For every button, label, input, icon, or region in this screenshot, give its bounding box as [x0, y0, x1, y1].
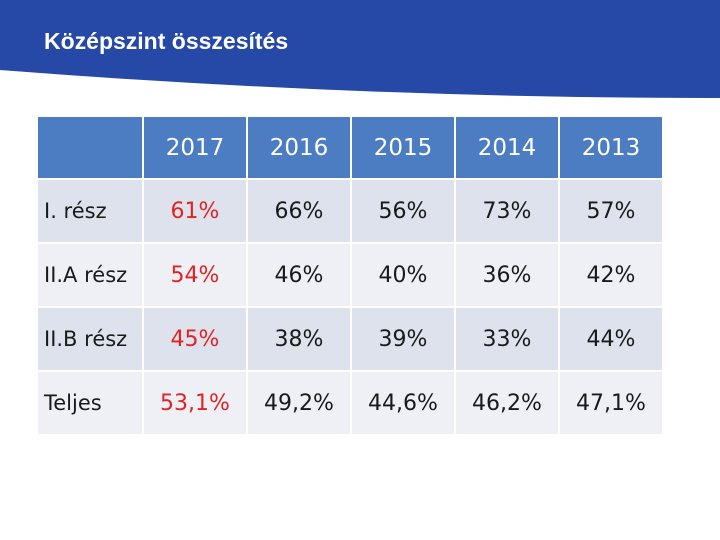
table-cell: 47,1% [560, 372, 662, 434]
column-header: 2013 [560, 117, 662, 178]
table-cell: 54% [144, 244, 246, 306]
table-row: Teljes 53,1% 49,2% 44,6% 46,2% 47,1% [38, 372, 662, 434]
table-cell: 40% [352, 244, 454, 306]
header-band [0, 0, 720, 100]
table-cell: 44% [560, 308, 662, 370]
table-cell: 46% [248, 244, 350, 306]
table-cell: 66% [248, 180, 350, 242]
column-header: 2016 [248, 117, 350, 178]
table-row: II.A rész 54% 46% 40% 36% 42% [38, 244, 662, 306]
page-title: Középszint összesítés [44, 28, 289, 54]
table-cell: 46,2% [456, 372, 558, 434]
table-cell: 61% [144, 180, 246, 242]
table-cell: 73% [456, 180, 558, 242]
header-band-shape [0, 0, 720, 98]
table-cell: 39% [352, 308, 454, 370]
row-label: I. rész [38, 180, 142, 242]
table-cell: 45% [144, 308, 246, 370]
table-cell: 44,6% [352, 372, 454, 434]
table-cell: 57% [560, 180, 662, 242]
column-header: 2017 [144, 117, 246, 178]
table-cell: 33% [456, 308, 558, 370]
table-corner-cell [38, 117, 142, 178]
table-cell: 38% [248, 308, 350, 370]
table-cell: 56% [352, 180, 454, 242]
row-label: II.B rész [38, 308, 142, 370]
table-cell: 42% [560, 244, 662, 306]
results-table: 2017 2016 2015 2014 2013 I. rész 61% 66%… [36, 115, 664, 436]
column-header: 2015 [352, 117, 454, 178]
row-label: II.A rész [38, 244, 142, 306]
table-row: I. rész 61% 66% 56% 73% 57% [38, 180, 662, 242]
table-cell: 53,1% [144, 372, 246, 434]
table-cell: 49,2% [248, 372, 350, 434]
table-header-row: 2017 2016 2015 2014 2013 [38, 117, 662, 178]
column-header: 2014 [456, 117, 558, 178]
table-cell: 36% [456, 244, 558, 306]
table-row: II.B rész 45% 38% 39% 33% 44% [38, 308, 662, 370]
row-label: Teljes [38, 372, 142, 434]
